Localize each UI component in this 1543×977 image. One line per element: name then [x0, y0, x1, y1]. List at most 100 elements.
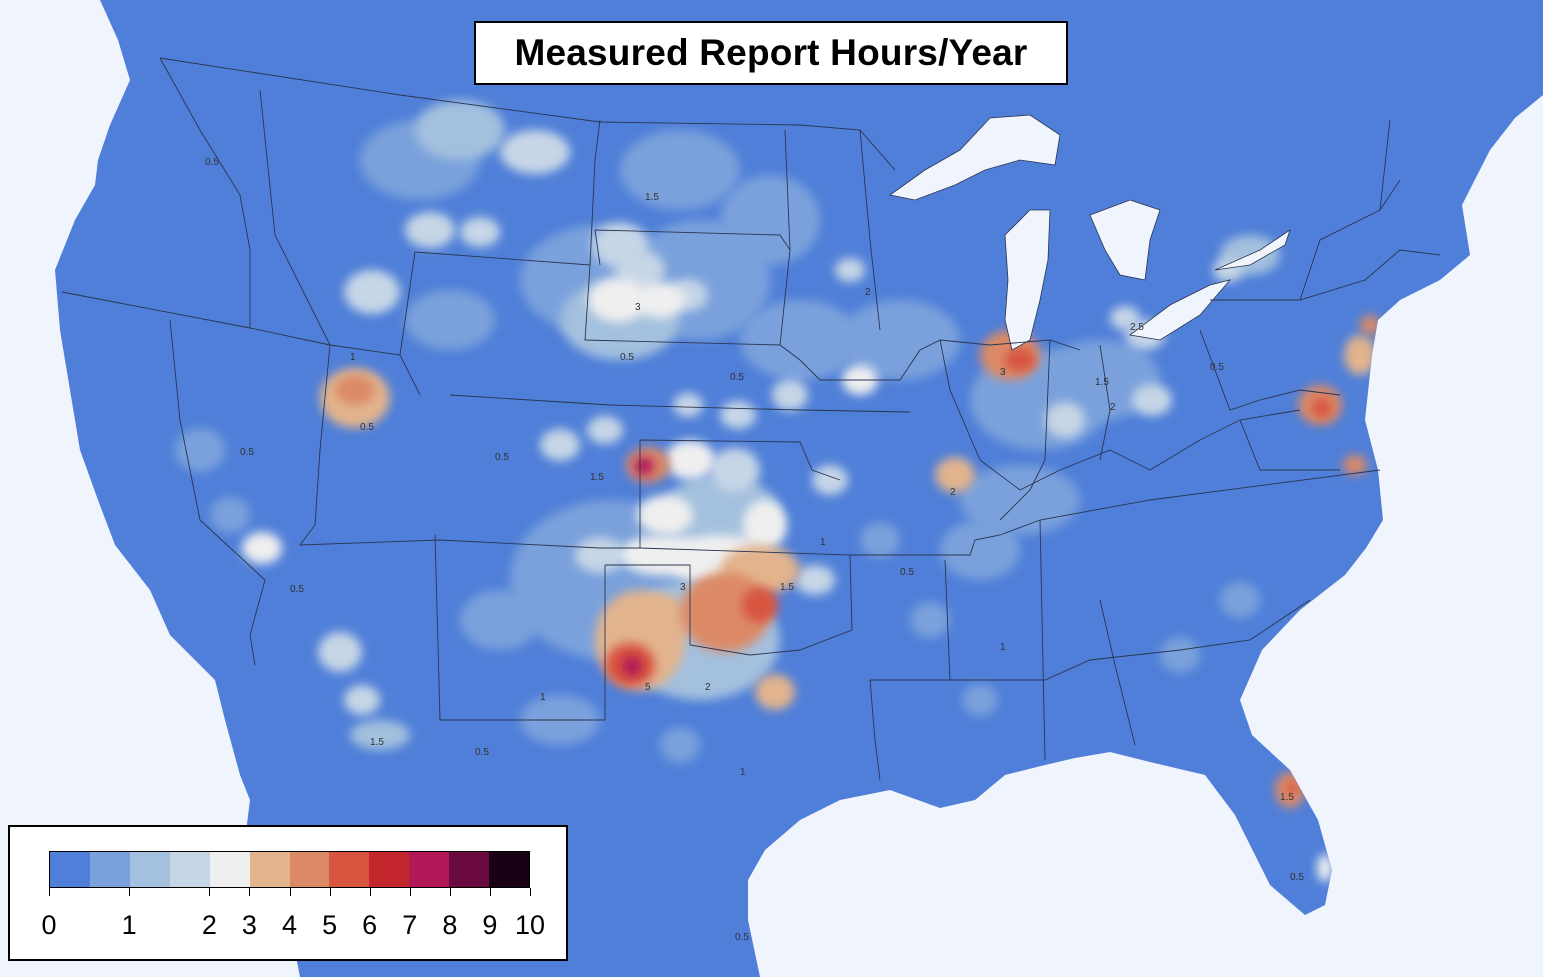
density-blob	[1005, 348, 1035, 372]
density-blob	[588, 278, 648, 322]
density-blob	[1045, 402, 1085, 438]
density-blob	[772, 379, 808, 411]
contour-label: 0.5	[240, 447, 254, 458]
contour-label: 1.5	[645, 192, 659, 203]
lake-shape	[1089, 199, 1161, 281]
density-blob	[635, 282, 685, 318]
density-blob	[935, 457, 975, 493]
legend-swatch	[409, 852, 450, 887]
density-blob	[587, 416, 623, 444]
density-blob	[1286, 782, 1298, 794]
legend-swatch	[209, 852, 250, 887]
legend-swatch	[249, 852, 290, 887]
contour-label: 1	[1000, 642, 1006, 653]
state-border-line	[820, 339, 981, 461]
legend-ticks	[49, 888, 531, 896]
legend-tick	[329, 888, 331, 896]
contour-label: 5	[645, 682, 651, 693]
legend-tick-label: 2	[201, 910, 217, 940]
state-border-line	[169, 319, 266, 666]
legend-tick	[530, 888, 531, 896]
density-blob	[962, 684, 998, 716]
state-border-line	[1099, 344, 1111, 461]
legend-swatch	[289, 852, 330, 887]
density-blob	[673, 393, 703, 417]
legend-tick	[289, 888, 291, 896]
density-blob	[1343, 455, 1367, 475]
contour-label: 1.5	[590, 472, 604, 483]
state-border-line	[594, 229, 791, 251]
density-blob	[344, 685, 380, 715]
legend-swatch	[489, 852, 530, 887]
density-blob	[175, 428, 225, 472]
density-blob	[835, 258, 865, 282]
state-border-line	[1099, 599, 1136, 746]
contour-label: 1.5	[780, 582, 794, 593]
density-blob	[860, 522, 900, 558]
state-border-line	[594, 229, 601, 266]
contour-label: 1.5	[1095, 377, 1109, 388]
density-blob	[634, 457, 654, 475]
density-blob	[575, 537, 625, 573]
color-legend: 0 1 2 3 4 5 6 7 8 9 10	[8, 825, 568, 961]
state-border-line	[779, 129, 791, 346]
density-blob	[680, 572, 770, 652]
legend-tick	[409, 888, 411, 896]
state-border-line	[159, 57, 251, 328]
contour-label: 2	[1110, 402, 1116, 413]
legend-swatch	[449, 852, 490, 887]
legend-tick-label: 4	[281, 910, 298, 940]
density-blob	[318, 632, 362, 672]
legend-swatch	[89, 852, 130, 887]
density-blob	[660, 727, 700, 763]
contour-label: 2	[865, 287, 871, 298]
state-border-line	[434, 534, 606, 721]
state-borders	[61, 57, 1441, 781]
state-border-line	[259, 89, 331, 346]
legend-tick-label: 10	[514, 910, 546, 940]
contour-label: 1	[350, 352, 356, 363]
lake-shape	[1004, 209, 1051, 351]
state-border-line	[1199, 329, 1341, 411]
legend-tick-label: 8	[442, 910, 458, 940]
state-border-line	[944, 559, 951, 681]
contour-label: 3	[1000, 367, 1006, 378]
density-blob	[622, 656, 642, 676]
density-blob	[720, 175, 820, 265]
lake-shape	[1129, 279, 1232, 341]
density-blob	[405, 212, 455, 248]
contour-label: 0.5	[735, 932, 749, 943]
density-blob	[415, 100, 505, 160]
contour-label: 0.5	[495, 452, 509, 463]
state-border-line	[1379, 119, 1391, 211]
legend-swatch	[169, 852, 210, 887]
state-border-line	[999, 339, 1051, 521]
contour-label: 1	[740, 767, 746, 778]
density-blob	[720, 401, 756, 429]
density-blob	[710, 448, 760, 492]
state-border-line	[1210, 249, 1441, 301]
state-border-line	[1039, 519, 1046, 761]
legend-swatch	[329, 852, 370, 887]
lake-shape	[1214, 229, 1291, 271]
legend-tick	[49, 888, 50, 896]
contour-label: 0.5	[900, 567, 914, 578]
contour-label: 0.5	[360, 422, 374, 433]
density-blob	[500, 130, 570, 174]
density-blob	[665, 440, 715, 480]
legend-tick-label: 1	[121, 910, 137, 940]
contour-label: 0.5	[730, 372, 744, 383]
density-blob	[742, 587, 778, 623]
state-border-line	[159, 57, 896, 171]
density-blob	[743, 500, 787, 550]
state-border-line	[859, 129, 881, 331]
density-blob	[210, 497, 250, 533]
legend-color-bar	[49, 851, 530, 888]
state-border-line	[979, 409, 1301, 491]
map-title-box: Measured Report Hours/Year	[474, 21, 1068, 85]
density-blob	[344, 270, 400, 314]
state-border-line	[299, 344, 601, 549]
density-blob	[405, 290, 495, 350]
